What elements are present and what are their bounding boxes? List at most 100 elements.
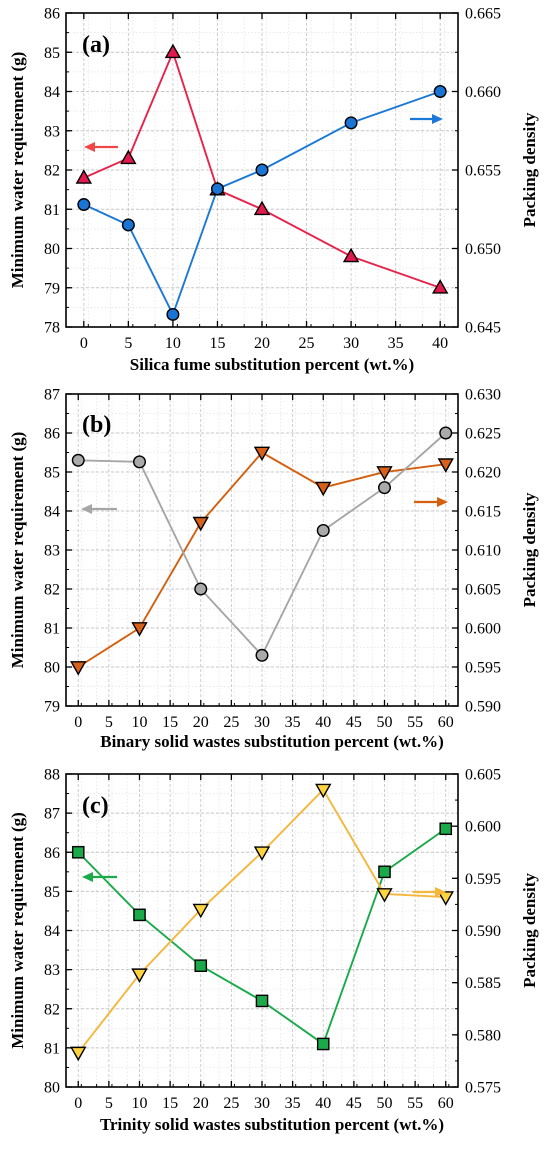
x-tick-label: 5 [105, 714, 113, 731]
x-axis-title: Trinity solid wastes substitution percen… [100, 1115, 444, 1134]
y-axis-title: Minimum water requirement (g) [8, 52, 27, 289]
data-point [439, 822, 453, 836]
y-axis-title: Minimum water requirement (g) [8, 432, 27, 669]
y2-tick-label: 0.600 [465, 621, 501, 638]
x-tick-label: 30 [343, 335, 359, 352]
y-tick-label: 85 [44, 45, 60, 62]
data-point [253, 200, 271, 216]
x-tick-label: 40 [432, 335, 448, 352]
x-tick-label: 45 [346, 714, 362, 731]
data-point [132, 455, 146, 469]
x-tick-label: 5 [105, 1095, 113, 1112]
data-point [433, 84, 447, 98]
x-tick-label: 15 [162, 714, 178, 731]
y-tick-label: 79 [44, 699, 60, 716]
y-tick-label: 85 [44, 465, 60, 482]
y2-tick-label: 0.580 [465, 1027, 501, 1044]
x-tick-label: 15 [162, 1095, 178, 1112]
data-point [210, 182, 224, 196]
y2-tick-label: 0.650 [465, 241, 501, 258]
axis-arrow-left-head [84, 142, 95, 152]
x-tick-label: 55 [407, 1095, 423, 1112]
data-point [120, 149, 137, 165]
y2-tick-label: 0.585 [465, 975, 501, 992]
data-point [378, 865, 391, 879]
x-tick-label: 5 [124, 335, 132, 352]
panel-label: (a) [82, 32, 110, 58]
x-tick-label: 45 [346, 1095, 362, 1112]
data-point [192, 516, 209, 532]
y2-tick-label: 0.600 [465, 819, 501, 836]
y2-tick-label: 0.615 [465, 504, 501, 521]
data-point [376, 466, 393, 481]
y-tick-label: 87 [44, 806, 60, 823]
data-point [255, 994, 269, 1008]
axis-arrow-right-head [432, 114, 443, 124]
y2-tick-label: 0.620 [465, 465, 501, 482]
y2-tick-label: 0.630 [465, 387, 501, 404]
y2-tick-label: 0.605 [465, 767, 501, 784]
y-tick-label: 84 [44, 504, 60, 521]
x-tick-label: 20 [193, 1095, 209, 1112]
y2-tick-label: 0.655 [465, 163, 501, 180]
x-tick-label: 25 [223, 1095, 239, 1112]
axis-arrow-right-head [435, 887, 446, 897]
data-point [255, 163, 269, 177]
y-axis-title: Minimum water requirement (g) [8, 812, 27, 1049]
data-point [131, 622, 148, 637]
x-tick-label: 20 [254, 335, 270, 352]
y-tick-label: 86 [44, 6, 60, 23]
y-tick-label: 80 [44, 1080, 60, 1097]
y-tick-label: 82 [44, 1001, 60, 1018]
x-tick-label: 40 [315, 714, 331, 731]
data-point [431, 279, 449, 294]
y-tick-label: 82 [44, 582, 60, 599]
y2-tick-label: 0.625 [465, 426, 501, 443]
y-tick-label: 84 [44, 84, 60, 101]
x-tick-label: 35 [285, 1095, 301, 1112]
data-point [71, 453, 85, 467]
data-point [255, 648, 269, 662]
y-tick-label: 81 [44, 1040, 60, 1057]
y-tick-label: 80 [44, 241, 60, 258]
x-axis-title: Binary solid wastes substitution percent… [100, 732, 443, 751]
y2-tick-label: 0.645 [465, 320, 501, 337]
x-axis-title: Silica fume substitution percent (wt.%) [130, 355, 414, 374]
data-point [71, 845, 85, 859]
data-point [378, 481, 392, 495]
y2-tick-label: 0.590 [465, 699, 501, 716]
data-point [166, 307, 180, 321]
y-tick-label: 78 [44, 320, 60, 337]
data-point [75, 169, 93, 184]
chart-panel-1: 0 5 10 15 20 25 30 35 40 78 79 80 81 82 83 84 85 86 0.645 0… [8, 6, 539, 375]
x-tick-label: 40 [315, 1095, 331, 1112]
y-tick-label: 88 [44, 767, 60, 784]
y-tick-label: 82 [44, 163, 60, 180]
x-tick-label: 60 [438, 1095, 454, 1112]
x-tick-label: 35 [388, 335, 404, 352]
x-tick-label: 25 [223, 714, 239, 731]
x-tick-label: 55 [407, 714, 423, 731]
x-tick-label: 50 [377, 714, 393, 731]
data-point [194, 959, 208, 973]
data-point [121, 218, 135, 232]
data-point [77, 198, 91, 212]
y-tick-label: 86 [44, 845, 60, 862]
data-point [342, 247, 360, 263]
panel-label: (c) [82, 793, 109, 819]
x-tick-label: 35 [285, 714, 301, 731]
x-tick-label: 0 [74, 714, 82, 731]
y-tick-label: 83 [44, 543, 60, 560]
y-tick-label: 86 [44, 426, 60, 443]
data-point [133, 908, 146, 922]
data-point [70, 661, 87, 676]
y2-tick-label: 0.660 [465, 84, 501, 101]
data-point [70, 1046, 87, 1062]
x-tick-label: 20 [193, 714, 209, 731]
y2-tick-label: 0.605 [465, 582, 501, 599]
x-tick-label: 0 [80, 335, 88, 352]
y-tick-label: 85 [44, 884, 60, 901]
x-tick-label: 60 [438, 714, 454, 731]
y2-axis-title: Packing density [520, 492, 539, 607]
y2-tick-label: 0.575 [465, 1080, 501, 1097]
